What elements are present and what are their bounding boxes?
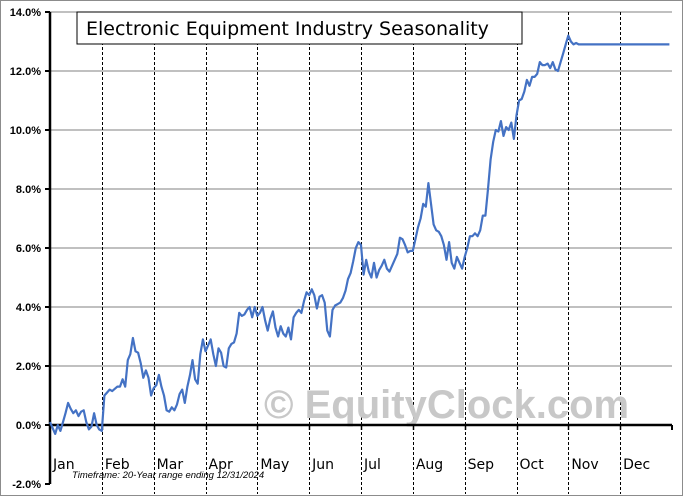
y-tick-label: 2.0% — [16, 361, 41, 373]
month-label: Feb — [105, 457, 130, 473]
month-label: Jun — [311, 457, 334, 473]
title-box: Electronic Equipment Industry Seasonalit… — [76, 11, 523, 45]
y-tick-label: 14.0% — [10, 7, 41, 19]
y-tick-label: -2.0% — [12, 479, 41, 491]
y-tick-label: 4.0% — [16, 302, 41, 314]
month-label: Nov — [571, 457, 598, 473]
month-labels: Jan Feb Mar Apr May Jun Jul Aug Sep Oct Nov Dec — [52, 457, 650, 473]
month-label: Dec — [623, 457, 650, 473]
timeframe-note: Timeframe: 20-Year range ending 12/31/20… — [72, 470, 264, 481]
month-label: Aug — [416, 457, 443, 473]
month-label: Apr — [209, 457, 233, 473]
y-tick-label: 0.0% — [16, 420, 41, 432]
month-label: Jul — [363, 457, 381, 473]
seasonality-line — [48, 34, 670, 435]
y-tick-label: 6.0% — [16, 243, 41, 255]
month-label: Jan — [52, 457, 75, 473]
month-label: Sep — [468, 457, 495, 473]
y-tick-label: 10.0% — [10, 125, 41, 137]
month-label: May — [260, 457, 289, 473]
y-tick-label: 8.0% — [16, 184, 41, 196]
month-label: Oct — [520, 457, 545, 473]
watermark: © EquityClock.com — [264, 383, 629, 427]
y-tick-label: 12.0% — [10, 66, 41, 78]
y-axis-tick-labels: -2.0% 0.0% 2.0% 4.0% 6.0% 8.0% 10.0% 12.0% 14.0% — [10, 7, 50, 491]
month-divider-lines — [102, 12, 621, 494]
chart-title: Electronic Equipment Industry Seasonalit… — [86, 18, 489, 40]
month-label: Mar — [157, 457, 184, 473]
